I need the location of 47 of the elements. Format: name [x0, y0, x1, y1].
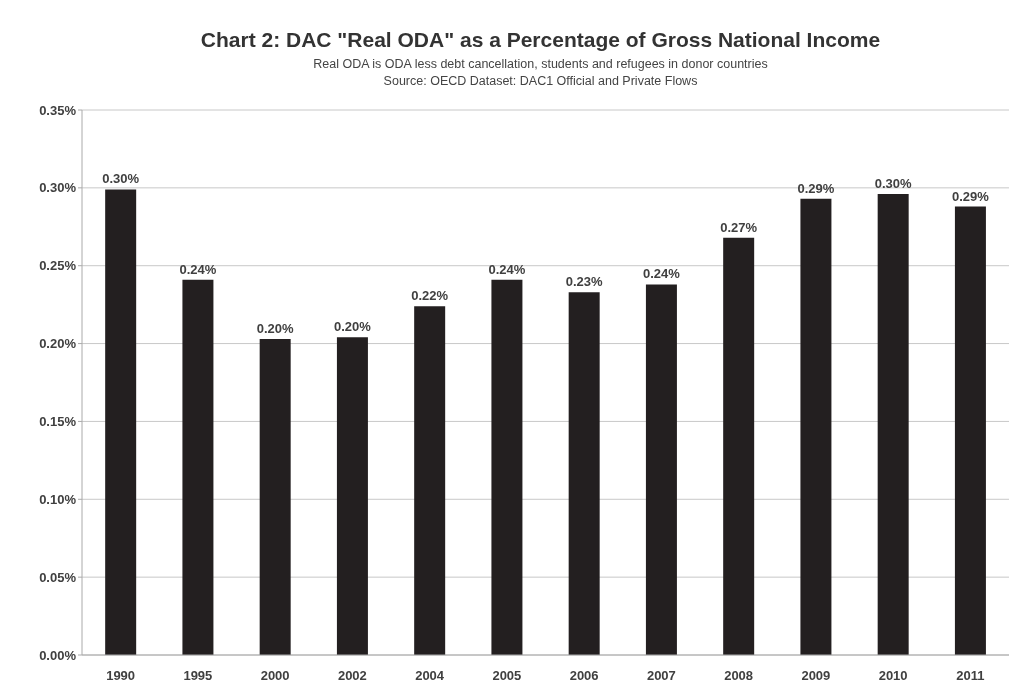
data-label: 0.20%: [333, 319, 372, 335]
x-tick-label: 2002: [337, 668, 367, 684]
y-tick-label: 0.30%: [39, 180, 77, 196]
y-tick-label: 0.25%: [39, 258, 77, 274]
bar: [954, 206, 986, 655]
x-tick-label: 2005: [492, 668, 522, 684]
x-tick-label: 2009: [801, 668, 831, 684]
data-label: 0.29%: [951, 188, 990, 204]
y-tick-label: 0.20%: [39, 336, 77, 352]
data-label: 0.30%: [874, 176, 913, 192]
data-label: 0.22%: [411, 288, 449, 304]
y-tick-label: 0.00%: [39, 647, 77, 663]
bar: [800, 198, 832, 655]
x-tick-label: 2010: [878, 668, 908, 684]
data-label: 0.20%: [256, 320, 295, 336]
x-tick-label: 2000: [260, 668, 290, 684]
data-label: 0.23%: [565, 274, 604, 290]
y-tick-label: 0.10%: [39, 491, 77, 507]
bar: [182, 279, 214, 655]
x-tick-label: 2006: [569, 668, 599, 684]
data-label: 0.24%: [179, 261, 217, 277]
chart-subtitle: Real ODA is ODA less debt cancellation, students and refugees in donor countries: [312, 57, 769, 71]
bar: [568, 292, 600, 655]
bar: [491, 279, 523, 655]
bar: [645, 284, 677, 655]
data-label: 0.30%: [102, 171, 140, 187]
x-tick-label: 2004: [415, 668, 445, 684]
y-tick-label: 0.35%: [39, 102, 77, 118]
x-tick-label: 2007: [646, 668, 676, 684]
x-tick-label: 1995: [183, 668, 213, 684]
bar: [336, 337, 368, 655]
x-tick-label: 2011: [956, 668, 985, 684]
data-label: 0.27%: [720, 219, 758, 235]
bar: [877, 194, 909, 655]
bar: [105, 189, 137, 655]
x-tick-label: 1990: [106, 668, 136, 684]
y-tick-label: 0.15%: [39, 414, 77, 430]
data-label: 0.24%: [642, 266, 681, 282]
chart-title: Chart 2: DAC "Real ODA" as a Percentage of Gross National Income: [199, 27, 882, 52]
source-note: Source: OECD Dataset: DAC1 Official and Private Flows: [382, 74, 699, 88]
bar: [414, 306, 446, 655]
y-tick-label: 0.05%: [39, 569, 77, 585]
bar: [259, 338, 291, 655]
x-tick-label: 2008: [724, 668, 754, 684]
data-label: 0.29%: [797, 180, 835, 196]
bar: [723, 237, 755, 655]
data-label: 0.24%: [488, 261, 526, 277]
